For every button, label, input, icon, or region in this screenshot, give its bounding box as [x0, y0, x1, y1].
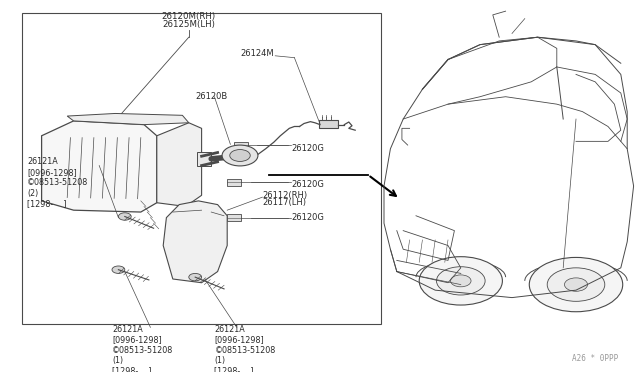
Text: [0996-1298]: [0996-1298] [27, 168, 77, 177]
Circle shape [419, 257, 502, 305]
Circle shape [189, 273, 202, 281]
Bar [197, 152, 211, 166]
Text: 26120G: 26120G [291, 213, 324, 222]
Text: 26121A: 26121A [214, 325, 245, 334]
Text: ©08513-51208: ©08513-51208 [27, 178, 88, 187]
Text: 26112(RH): 26112(RH) [262, 191, 308, 200]
Circle shape [230, 150, 250, 161]
Text: 26117(LH): 26117(LH) [262, 198, 307, 207]
Text: 26121A: 26121A [27, 157, 58, 166]
Text: 26120G: 26120G [291, 144, 324, 153]
Text: (1): (1) [112, 356, 123, 365]
Circle shape [564, 278, 588, 291]
Circle shape [112, 266, 125, 273]
Text: 26120G: 26120G [291, 180, 324, 189]
Text: (1): (1) [214, 356, 225, 365]
FancyBboxPatch shape [227, 214, 241, 221]
Text: (2): (2) [27, 189, 38, 198]
Circle shape [547, 268, 605, 301]
Text: [1298-    ]: [1298- ] [112, 366, 152, 372]
Text: 26124M: 26124M [240, 49, 274, 58]
Polygon shape [163, 201, 227, 283]
Text: 26125M(LH): 26125M(LH) [163, 20, 215, 29]
Circle shape [118, 213, 131, 220]
Circle shape [222, 145, 258, 166]
Text: ©08513-51208: ©08513-51208 [112, 346, 173, 355]
Polygon shape [42, 121, 157, 212]
FancyBboxPatch shape [319, 120, 338, 128]
Polygon shape [157, 123, 202, 206]
Polygon shape [67, 113, 189, 125]
FancyBboxPatch shape [227, 179, 241, 186]
Text: [1298-    ]: [1298- ] [27, 199, 67, 208]
Text: 26120B: 26120B [195, 92, 227, 101]
Text: ©08513-51208: ©08513-51208 [214, 346, 276, 355]
FancyBboxPatch shape [234, 142, 248, 148]
Text: [1298-    ]: [1298- ] [214, 366, 254, 372]
Text: [0996-1298]: [0996-1298] [214, 335, 264, 344]
Circle shape [436, 267, 485, 295]
Text: 26121A: 26121A [112, 325, 143, 334]
Text: [0996-1298]: [0996-1298] [112, 335, 162, 344]
Text: A26 * 0PPP: A26 * 0PPP [572, 354, 618, 363]
Text: 26120M(RH): 26120M(RH) [162, 12, 216, 21]
Circle shape [451, 275, 471, 287]
Circle shape [529, 257, 623, 312]
Bar [22, 13, 381, 324]
